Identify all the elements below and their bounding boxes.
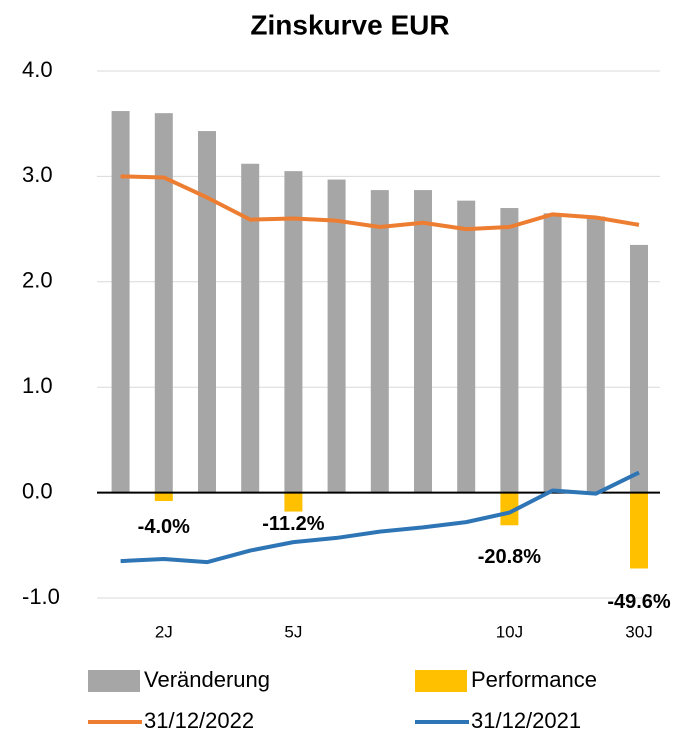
- bar: [414, 190, 432, 493]
- bar: [284, 492, 303, 512]
- legend-swatch: [415, 670, 467, 692]
- chart-title: Zinskurve EUR: [250, 9, 449, 40]
- bar: [111, 111, 130, 493]
- y-tick-label: 0.0: [22, 478, 53, 503]
- bar: [198, 131, 216, 493]
- bar: [500, 492, 519, 526]
- annotation: -11.2%: [262, 513, 324, 535]
- bar: [154, 492, 173, 502]
- x-tick-label: 2J: [155, 622, 173, 641]
- legend-label: 31/12/2022: [144, 708, 254, 733]
- line: [120, 174, 640, 232]
- bar: [327, 179, 346, 493]
- bar: [284, 171, 303, 493]
- line: [120, 470, 640, 565]
- x-tick-label: 30J: [625, 622, 652, 641]
- bar: [630, 244, 648, 493]
- annotation: -20.8%: [478, 546, 542, 568]
- legend-swatch: [88, 670, 140, 692]
- bar: [457, 200, 476, 493]
- bar: [543, 213, 562, 493]
- legend-label: 31/12/2021: [471, 708, 581, 733]
- x-tick-label: 10J: [496, 622, 523, 641]
- y-tick-label: 4.0: [22, 57, 53, 82]
- bar: [154, 113, 173, 493]
- legend-label: Veränderung: [144, 667, 270, 692]
- x-tick-label: 5J: [284, 622, 302, 641]
- y-tick-label: 3.0: [22, 162, 53, 187]
- annotation: -4.0%: [138, 516, 190, 538]
- annotation: -49.6%: [607, 591, 671, 613]
- y-tick-label: -1.0: [22, 584, 60, 609]
- legend-label: Performance: [471, 667, 597, 692]
- bar: [241, 163, 260, 493]
- bar: [500, 208, 519, 493]
- y-tick-label: 2.0: [22, 268, 53, 293]
- y-tick-label: 1.0: [22, 373, 53, 398]
- bar: [370, 190, 389, 493]
- bar: [630, 492, 648, 569]
- bar: [586, 216, 605, 493]
